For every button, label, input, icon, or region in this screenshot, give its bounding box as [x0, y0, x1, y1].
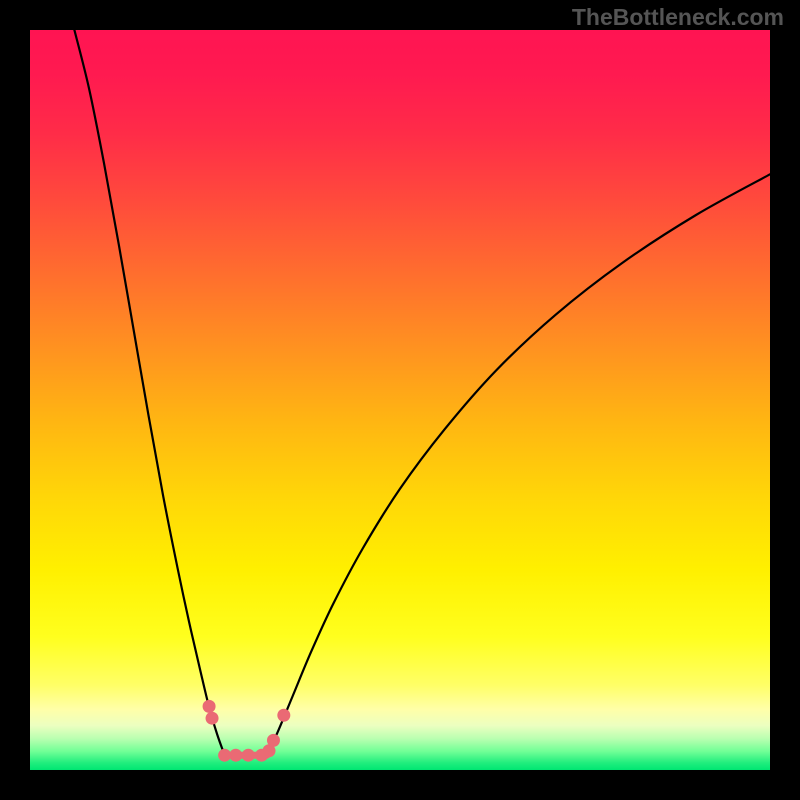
chart-svg [30, 30, 770, 770]
marker-dot [267, 734, 280, 747]
marker-dot [229, 749, 242, 762]
gradient-background [30, 30, 770, 770]
marker-dot [203, 700, 216, 713]
plot-area [30, 30, 770, 770]
marker-dot [218, 749, 231, 762]
watermark-text: TheBottleneck.com [572, 4, 784, 31]
marker-dot [277, 709, 290, 722]
marker-dot [242, 749, 255, 762]
marker-dot [206, 712, 219, 725]
